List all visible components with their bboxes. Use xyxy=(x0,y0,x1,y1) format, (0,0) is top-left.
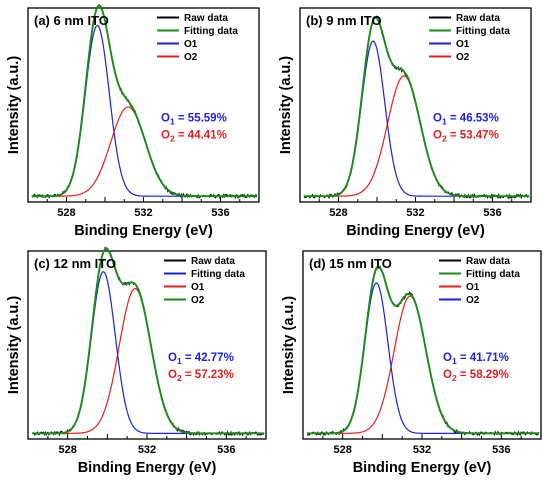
legend-entry: O1 xyxy=(184,39,198,50)
series-o2-line xyxy=(326,295,492,434)
legend-entry: O2 xyxy=(184,52,198,63)
o1-percentage-label: O1 = 46.53% xyxy=(433,112,499,126)
x-tick-label: 528 xyxy=(329,207,347,219)
x-tick-label: 536 xyxy=(217,444,235,456)
legend-entry: Fitting data xyxy=(456,26,510,37)
chart-panel-b: 528 532 536 Binding Energy (eV) Intensity (a… xyxy=(278,7,532,239)
x-tick-label: 532 xyxy=(134,207,152,219)
legend-entry: Fitting data xyxy=(466,269,520,280)
x-tick-label: 532 xyxy=(413,444,431,456)
legend-entry: Fitting data xyxy=(184,26,238,37)
series-raw-data-line xyxy=(306,265,540,437)
series-fitting-data-line xyxy=(303,16,530,198)
x-tick-label: 532 xyxy=(138,444,156,456)
plot-frame xyxy=(27,7,260,203)
legend-entry: Fitting data xyxy=(191,269,245,280)
legend-entry: Raw data xyxy=(466,256,510,267)
x-axis-title: Binding Energy (eV) xyxy=(78,460,217,476)
legend-entry: O1 xyxy=(191,282,205,293)
x-tick-label: 528 xyxy=(57,207,75,219)
legend-entry: O1 xyxy=(466,282,480,293)
x-tick-label: 536 xyxy=(492,444,510,456)
y-axis-title: Intensity (a.u.) xyxy=(278,56,294,154)
x-tick-label: 536 xyxy=(211,207,229,219)
legend-entry: Raw data xyxy=(184,13,228,24)
series-fitting-data-line xyxy=(31,247,265,435)
chart-panel-a: 528 532 536 Binding Energy (eV) Intensity (a… xyxy=(6,4,260,239)
panel-title: (d) 15 nm ITO xyxy=(309,256,392,271)
panel-title: (b) 9 nm ITO xyxy=(306,13,382,28)
y-axis-title: Intensity (a.u.) xyxy=(281,296,297,394)
x-axis-title: Binding Energy (eV) xyxy=(74,223,213,239)
x-tick-label: 528 xyxy=(333,444,351,456)
o1-percentage-label: O1 = 55.59% xyxy=(161,112,227,126)
panel-title: (c) 12 nm ITO xyxy=(34,256,116,271)
o2-percentage-label: O2 = 44.41% xyxy=(161,129,227,143)
series-fitting-data-line xyxy=(31,4,258,198)
legend-entry: Raw data xyxy=(456,13,500,24)
legend-entry: O2 xyxy=(191,295,205,306)
y-axis-title: Intensity (a.u.) xyxy=(6,56,22,154)
legend-entry: O1 xyxy=(456,39,470,50)
o2-percentage-label: O2 = 53.47% xyxy=(433,129,499,143)
o2-percentage-label: O2 = 57.23% xyxy=(168,369,234,383)
x-tick-label: 536 xyxy=(483,207,501,219)
x-tick-label: 528 xyxy=(58,444,76,456)
panel-title: (a) 6 nm ITO xyxy=(34,13,109,28)
series-fitting-data-line xyxy=(306,265,540,435)
x-tick-label: 532 xyxy=(406,207,424,219)
o1-percentage-label: O1 = 41.71% xyxy=(443,352,509,366)
x-axis-title: Binding Energy (eV) xyxy=(353,460,492,476)
legend-entry: O2 xyxy=(466,295,480,306)
o1-percentage-label: O1 = 42.77% xyxy=(168,352,234,366)
o2-percentage-label: O2 = 58.29% xyxy=(443,369,509,383)
legend-entry: O2 xyxy=(456,52,470,63)
x-axis-title: Binding Energy (eV) xyxy=(346,223,485,239)
y-axis-title: Intensity (a.u.) xyxy=(6,296,22,394)
legend-entry: Raw data xyxy=(191,256,235,267)
